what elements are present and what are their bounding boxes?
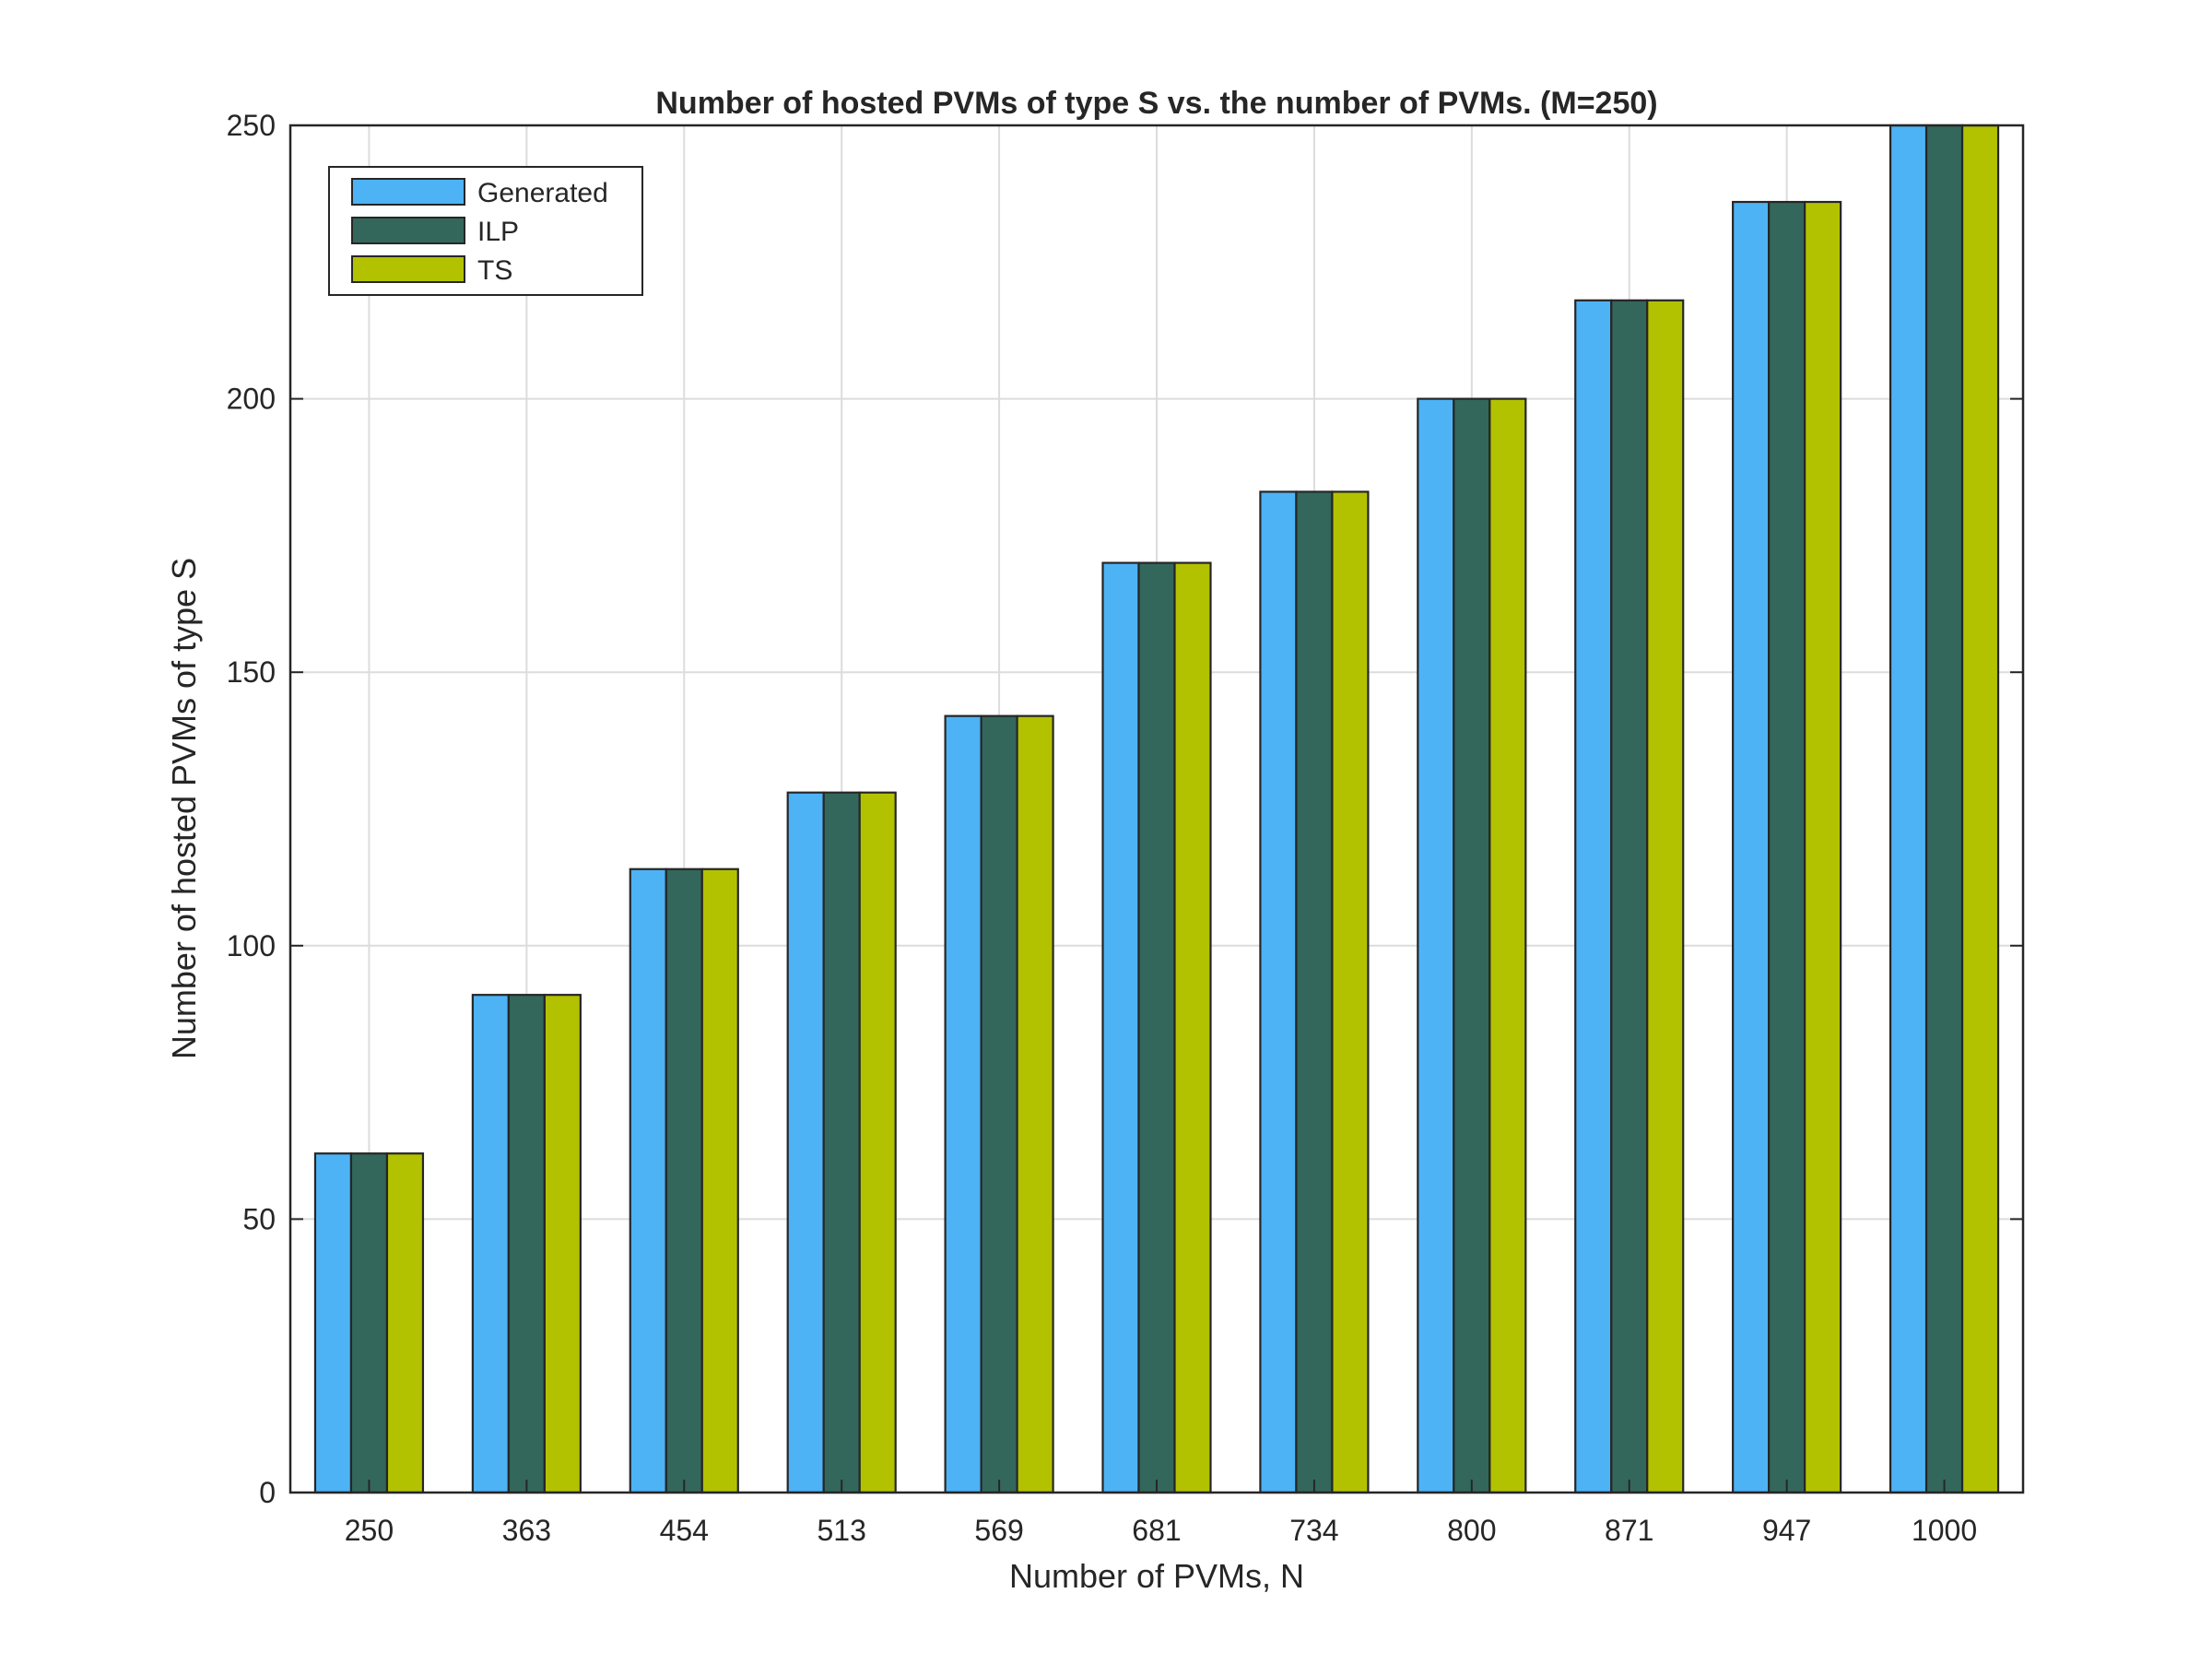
y-axis-label: Number of hosted PVMs of type S xyxy=(165,558,203,1059)
bar-ilp-947 xyxy=(1768,200,1806,1494)
bar-generated-734 xyxy=(1259,490,1298,1494)
legend: Generated ILP TS xyxy=(328,166,643,296)
legend-swatch-ts xyxy=(351,255,465,283)
chart-title: Number of hosted PVMs of type S vs. the … xyxy=(655,86,1657,121)
bar-ts-947 xyxy=(1804,200,1842,1494)
bar-ilp-363 xyxy=(507,994,546,1494)
bar-ts-800 xyxy=(1488,397,1527,1494)
bar-ts-1000 xyxy=(1960,124,2000,1494)
bar-generated-513 xyxy=(786,791,825,1494)
bar-ts-454 xyxy=(700,867,739,1494)
x-tick-label: 947 xyxy=(1762,1514,1811,1547)
bar-ts-513 xyxy=(858,791,897,1494)
x-tick-label: 513 xyxy=(817,1514,865,1547)
bar-ilp-800 xyxy=(1453,397,1491,1494)
legend-swatch-ilp xyxy=(351,217,465,244)
bar-ilp-513 xyxy=(822,791,861,1494)
bar-ts-871 xyxy=(1646,299,1685,1494)
x-tick-label: 1000 xyxy=(1912,1514,1977,1547)
legend-label-ts: TS xyxy=(477,255,512,286)
legend-entry-ts: TS xyxy=(351,255,512,286)
x-tick-label: 681 xyxy=(1132,1514,1181,1547)
legend-swatch-generated xyxy=(351,178,465,206)
y-tick-label: 0 xyxy=(259,1476,276,1509)
tick-labels: 0 50 100 150 200 250 250 363 454 513 569 681 734 800 8… xyxy=(227,109,2023,1547)
bar-generated-871 xyxy=(1574,299,1613,1494)
y-tick-label: 100 xyxy=(227,929,276,962)
bar-ilp-734 xyxy=(1295,490,1334,1494)
x-tick-label: 569 xyxy=(974,1514,1023,1547)
x-tick-label: 250 xyxy=(345,1514,394,1547)
x-tick-label: 363 xyxy=(502,1514,551,1547)
bar-ilp-1000 xyxy=(1924,124,1964,1494)
bar-generated-681 xyxy=(1101,561,1140,1494)
y-tick-label: 200 xyxy=(227,383,276,416)
x-axis-label: Number of PVMs, N xyxy=(1009,1557,1304,1595)
bar-generated-569 xyxy=(944,714,982,1494)
bar-ilp-250 xyxy=(349,1152,389,1494)
x-tick-label: 871 xyxy=(1605,1514,1653,1547)
bar-generated-1000 xyxy=(1888,124,1928,1494)
bar-ilp-454 xyxy=(665,867,703,1494)
legend-entry-generated: Generated xyxy=(351,178,608,208)
bar-ilp-871 xyxy=(1610,299,1649,1494)
legend-label-generated: Generated xyxy=(477,178,608,208)
bar-ts-363 xyxy=(543,994,582,1494)
bar-generated-363 xyxy=(471,994,510,1494)
bar-ts-569 xyxy=(1016,714,1054,1494)
y-tick-label: 50 xyxy=(242,1202,276,1235)
legend-label-ilp: ILP xyxy=(477,217,519,247)
bar-generated-250 xyxy=(313,1152,353,1494)
bar-generated-800 xyxy=(1417,397,1455,1494)
x-tick-label: 454 xyxy=(660,1514,709,1547)
bar-generated-947 xyxy=(1732,200,1771,1494)
bar-ts-250 xyxy=(385,1152,425,1494)
y-tick-label: 150 xyxy=(227,655,276,689)
x-tick-label: 800 xyxy=(1447,1514,1496,1547)
x-tick-label: 734 xyxy=(1289,1514,1338,1547)
bar-ts-734 xyxy=(1331,490,1370,1494)
bar-ilp-569 xyxy=(980,714,1018,1494)
bar-generated-454 xyxy=(629,867,667,1494)
bar-ts-681 xyxy=(1173,561,1212,1494)
bar-ilp-681 xyxy=(1137,561,1176,1494)
legend-entry-ilp: ILP xyxy=(351,217,519,247)
bars xyxy=(313,124,2000,1494)
y-tick-label: 250 xyxy=(227,109,276,142)
